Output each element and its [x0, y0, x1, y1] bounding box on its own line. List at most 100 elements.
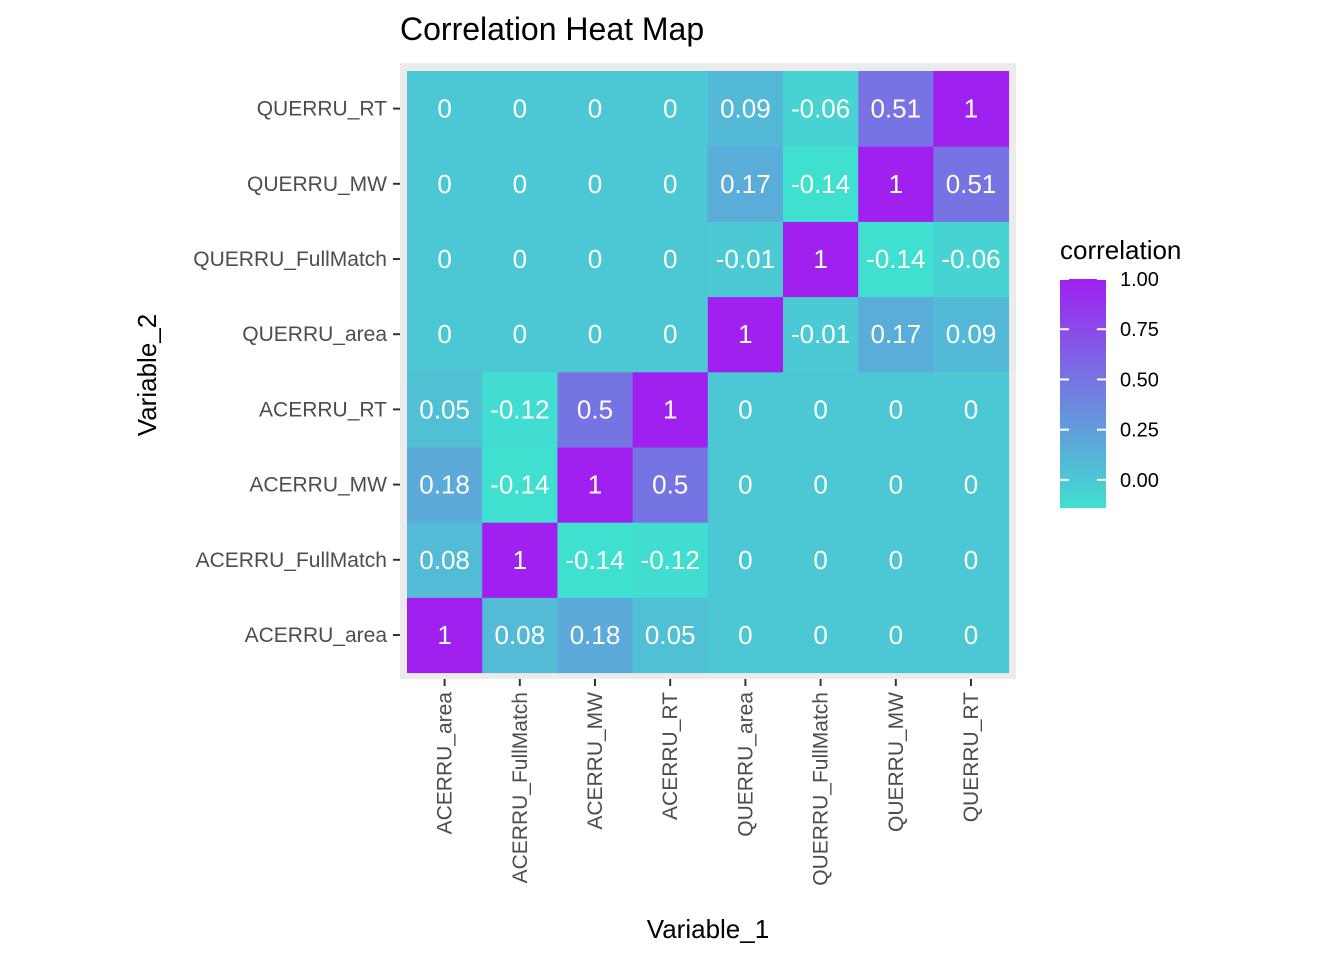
heatmap-cell	[933, 371, 1010, 448]
heatmap-cell	[407, 71, 483, 147]
y-tick-label: ACERRU_FullMatch	[196, 549, 387, 572]
cell-value-label: 0.08	[494, 620, 545, 650]
heatmap-cell	[707, 371, 784, 448]
heatmap-cell	[858, 71, 934, 147]
cell-value-label: -0.14	[866, 244, 925, 274]
heatmap-cell	[632, 296, 709, 373]
cell-value-label: 0	[663, 169, 677, 199]
heatmap-cell	[707, 71, 784, 147]
cell-value-label: 0	[663, 319, 677, 349]
heatmap-cell	[933, 522, 1010, 598]
heatmap-cell	[707, 146, 784, 222]
heatmap-cell	[407, 296, 483, 373]
heatmap-cell	[557, 447, 634, 523]
legend-tick-label: 0.50	[1120, 369, 1159, 391]
cell-value-label: 0	[813, 470, 827, 500]
heatmap-cell	[858, 221, 934, 298]
cell-value-label: 0	[813, 545, 827, 575]
legend: correlation 1.00 0.75 0.50 0.25 0.00	[1060, 235, 1181, 508]
heatmap-cell	[933, 146, 1010, 222]
cell-value-label: 0	[588, 244, 602, 274]
legend-tick-label: 0.75	[1120, 319, 1159, 341]
heatmap-cell	[858, 296, 934, 373]
cell-value-label: 0	[964, 394, 978, 424]
heatmap-cell	[557, 597, 634, 674]
y-tick-label: QUERRU_MW	[247, 173, 387, 196]
y-tick-label: QUERRU_RT	[257, 98, 387, 121]
heatmap-cell	[858, 522, 934, 598]
heatmap-cell	[407, 447, 483, 523]
heatmap-cell	[783, 221, 859, 298]
cell-value-label: 0	[738, 545, 752, 575]
cell-value-label: 0	[889, 394, 903, 424]
cell-value-label: 1	[513, 545, 527, 575]
cell-value-label: 0	[964, 470, 978, 500]
cell-value-label: 1	[964, 94, 978, 124]
heatmap-cell	[407, 221, 483, 298]
cell-value-label: 0	[437, 169, 451, 199]
cell-value-label: 0	[738, 470, 752, 500]
cell-value-label: 0	[588, 94, 602, 124]
y-axis-title: Variable_2	[132, 314, 162, 436]
x-axis-title: Variable_1	[647, 914, 769, 944]
y-tick-label: ACERRU_MW	[249, 474, 387, 497]
cell-value-label: 0.08	[419, 545, 470, 575]
cell-value-label: 1	[889, 169, 903, 199]
heatmap-cell	[632, 522, 709, 598]
cell-value-label: 0	[663, 94, 677, 124]
heatmap-cell	[783, 371, 859, 448]
cell-value-label: 0.17	[870, 319, 921, 349]
heatmap-cell	[783, 447, 859, 523]
cell-value-label: 0.51	[946, 169, 997, 199]
cell-value-label: 0	[513, 319, 527, 349]
y-tick-label: ACERRU_RT	[259, 398, 387, 421]
cell-value-label: 1	[663, 394, 677, 424]
y-tick-label: QUERRU_FullMatch	[193, 248, 387, 271]
cell-value-label: -0.06	[791, 94, 850, 124]
heatmap-cell	[933, 597, 1010, 674]
x-tick-label: QUERRU_area	[734, 692, 757, 837]
heatmap-cell	[557, 371, 634, 448]
heatmap-cell	[632, 371, 709, 448]
heatmap-cell	[933, 221, 1010, 298]
heatmap-cell	[407, 522, 483, 598]
x-tick-label: QUERRU_MW	[885, 692, 908, 832]
cell-value-label: 0	[513, 244, 527, 274]
cell-value-label: 1	[588, 470, 602, 500]
cell-value-label: 0	[437, 244, 451, 274]
legend-tick-label: 1.00	[1120, 269, 1159, 291]
cell-value-label: 0	[964, 545, 978, 575]
heatmap-cell	[933, 447, 1010, 523]
heatmap-cell	[707, 447, 784, 523]
heatmap-cell	[858, 146, 934, 222]
cell-value-label: -0.01	[716, 244, 775, 274]
heatmap-cell	[783, 71, 859, 147]
heatmap-cell	[407, 146, 483, 222]
heatmap-cell	[482, 221, 558, 298]
cell-value-label: 0	[813, 394, 827, 424]
heatmap-cell	[783, 522, 859, 598]
cell-value-label: 0.51	[870, 94, 921, 124]
heatmap-cell	[933, 296, 1010, 373]
cell-value-label: 0	[663, 244, 677, 274]
y-axis: ACERRU_area ACERRU_FullMatch ACERRU_MW ACER…	[193, 98, 400, 647]
cell-value-label: -0.06	[941, 244, 1000, 274]
legend-tick-label: 0.25	[1120, 420, 1159, 442]
heatmap-cell	[482, 371, 558, 448]
cell-value-label: 0	[813, 620, 827, 650]
y-tick-label: ACERRU_area	[245, 624, 388, 647]
heatmap-cell	[707, 522, 784, 598]
legend-colorbar	[1060, 279, 1106, 508]
x-tick-label: ACERRU_MW	[584, 692, 607, 830]
heatmap-cell	[407, 597, 483, 674]
heatmap-cell	[632, 447, 709, 523]
heatmap-cell	[632, 71, 709, 147]
cell-value-label: 0	[513, 94, 527, 124]
heatmap-cell	[557, 71, 634, 147]
cell-value-label: 0.09	[946, 319, 997, 349]
cell-value-label: 0	[437, 94, 451, 124]
cell-value-label: 1	[738, 319, 752, 349]
heatmap-cell	[858, 447, 934, 523]
heatmap-cell	[482, 146, 558, 222]
